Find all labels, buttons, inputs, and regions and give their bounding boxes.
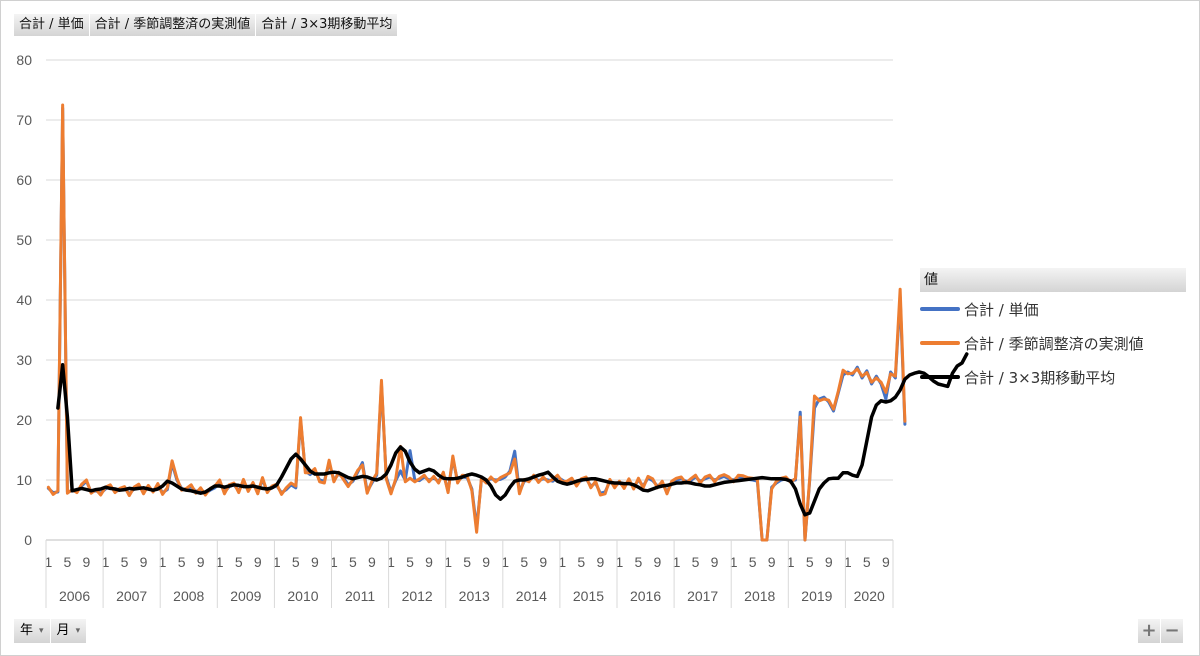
y-tick-label: 10 xyxy=(16,472,32,488)
x-month-tick-label: 9 xyxy=(596,554,604,570)
legend-swatch-moving-average xyxy=(920,375,960,379)
legend-swatch-seasonally-adjusted xyxy=(920,341,960,345)
x-month-tick-label: 9 xyxy=(140,554,148,570)
x-month-tick-label: 9 xyxy=(482,554,490,570)
year-field-button[interactable]: 年 ▾ xyxy=(14,619,51,643)
x-year-tick-label: 2014 xyxy=(516,588,547,604)
y-tick-label: 80 xyxy=(16,52,32,68)
x-year-tick-label: 2007 xyxy=(116,588,147,604)
x-month-tick-label: 9 xyxy=(311,554,319,570)
legend-label-moving-average: 合計 / 3×3期移動平均 xyxy=(964,368,1116,387)
x-month-tick-label: 1 xyxy=(787,554,795,570)
x-month-tick-label: 9 xyxy=(425,554,433,570)
legend-item-seasonally-adjusted[interactable]: 合計 / 季節調整済の実測値 xyxy=(920,326,1186,360)
x-year-tick-label: 2006 xyxy=(59,588,90,604)
x-year-tick-label: 2020 xyxy=(854,588,885,604)
x-year-tick-label: 2009 xyxy=(230,588,261,604)
dropdown-arrow-icon: ▾ xyxy=(39,626,44,636)
x-year-tick-label: 2010 xyxy=(287,588,318,604)
x-month-tick-label: 1 xyxy=(673,554,681,570)
field-pill-moving-average[interactable]: 合計 / 3×3期移動平均 xyxy=(256,14,399,36)
x-month-tick-label: 5 xyxy=(406,554,414,570)
zoom-controls: + − xyxy=(1137,619,1183,643)
dropdown-arrow-icon: ▾ xyxy=(75,626,81,636)
y-tick-label: 70 xyxy=(16,112,32,128)
x-month-tick-label: 9 xyxy=(197,554,205,570)
legend-item-moving-average[interactable]: 合計 / 3×3期移動平均 xyxy=(920,360,1186,394)
x-month-tick-label: 1 xyxy=(330,554,338,570)
collapse-minus-button[interactable]: − xyxy=(1161,619,1183,643)
month-field-button[interactable]: 月 ▾ xyxy=(50,619,88,643)
year-field-label: 年 xyxy=(20,623,34,638)
x-month-tick-label: 1 xyxy=(159,554,167,570)
x-month-tick-label: 5 xyxy=(349,554,357,570)
x-month-tick-label: 5 xyxy=(178,554,186,570)
x-year-tick-label: 2015 xyxy=(573,588,604,604)
legend-label-seasonally-adjusted: 合計 / 季節調整済の実測値 xyxy=(964,334,1144,353)
y-tick-label: 60 xyxy=(16,172,32,188)
x-year-tick-label: 2012 xyxy=(402,588,433,604)
axis-field-buttons: 年 ▾ 月 ▾ xyxy=(14,619,88,643)
x-month-tick-label: 9 xyxy=(368,554,376,570)
field-pill-unit-price[interactable]: 合計 / 単価 xyxy=(14,14,90,36)
x-month-tick-label: 5 xyxy=(749,554,757,570)
legend-title[interactable]: 値 xyxy=(920,268,1186,292)
legend-label-unit-price: 合計 / 単価 xyxy=(964,300,1039,319)
x-month-tick-label: 1 xyxy=(102,554,110,570)
x-month-tick-label: 5 xyxy=(863,554,871,570)
y-tick-label: 30 xyxy=(16,352,32,368)
x-month-tick-label: 5 xyxy=(64,554,72,570)
expand-plus-button[interactable]: + xyxy=(1138,619,1160,643)
x-month-tick-label: 5 xyxy=(463,554,471,570)
x-month-tick-label: 5 xyxy=(577,554,585,570)
x-month-tick-label: 1 xyxy=(501,554,509,570)
x-month-tick-label: 5 xyxy=(635,554,643,570)
x-month-tick-label: 1 xyxy=(44,554,52,570)
x-month-tick-label: 9 xyxy=(825,554,833,570)
x-month-tick-label: 1 xyxy=(844,554,852,570)
x-month-tick-label: 9 xyxy=(882,554,890,570)
x-year-tick-label: 2013 xyxy=(459,588,490,604)
x-year-tick-label: 2016 xyxy=(630,588,661,604)
legend: 値 合計 / 単価 合計 / 季節調整済の実測値 合計 / 3×3期移動平均 xyxy=(920,268,1186,394)
legend-swatch-unit-price xyxy=(920,307,960,311)
field-pills: 合計 / 単価 合計 / 季節調整済の実測値 合計 / 3×3期移動平均 xyxy=(14,14,399,36)
series-line-1 xyxy=(46,103,907,542)
legend-item-unit-price[interactable]: 合計 / 単価 xyxy=(920,292,1186,326)
x-year-tick-label: 2018 xyxy=(744,588,775,604)
x-month-tick-label: 9 xyxy=(539,554,547,570)
x-year-tick-label: 2011 xyxy=(345,588,375,604)
x-month-tick-label: 9 xyxy=(83,554,91,570)
x-month-tick-label: 1 xyxy=(615,554,623,570)
x-month-tick-label: 5 xyxy=(235,554,243,570)
x-year-tick-label: 2008 xyxy=(173,588,204,604)
series-line-2 xyxy=(56,352,969,517)
x-month-tick-label: 5 xyxy=(692,554,700,570)
x-month-tick-label: 1 xyxy=(216,554,224,570)
x-month-tick-label: 1 xyxy=(444,554,452,570)
x-month-tick-label: 1 xyxy=(558,554,566,570)
x-month-tick-label: 1 xyxy=(730,554,738,570)
y-tick-label: 50 xyxy=(16,232,32,248)
x-month-tick-label: 5 xyxy=(520,554,528,570)
x-month-tick-label: 5 xyxy=(292,554,300,570)
x-month-tick-label: 9 xyxy=(654,554,662,570)
field-pill-seasonally-adjusted[interactable]: 合計 / 季節調整済の実測値 xyxy=(89,14,257,36)
x-month-tick-label: 5 xyxy=(806,554,814,570)
y-tick-label: 0 xyxy=(24,532,32,548)
x-month-tick-label: 1 xyxy=(387,554,395,570)
x-month-tick-label: 9 xyxy=(254,554,262,570)
y-tick-label: 40 xyxy=(16,292,32,308)
x-month-tick-label: 1 xyxy=(273,554,281,570)
x-month-tick-label: 9 xyxy=(768,554,776,570)
x-month-tick-label: 9 xyxy=(711,554,719,570)
x-month-tick-label: 5 xyxy=(121,554,129,570)
x-year-tick-label: 2017 xyxy=(687,588,718,604)
x-year-tick-label: 2019 xyxy=(801,588,832,604)
month-field-label: 月 xyxy=(56,623,70,638)
y-tick-label: 20 xyxy=(16,412,32,428)
